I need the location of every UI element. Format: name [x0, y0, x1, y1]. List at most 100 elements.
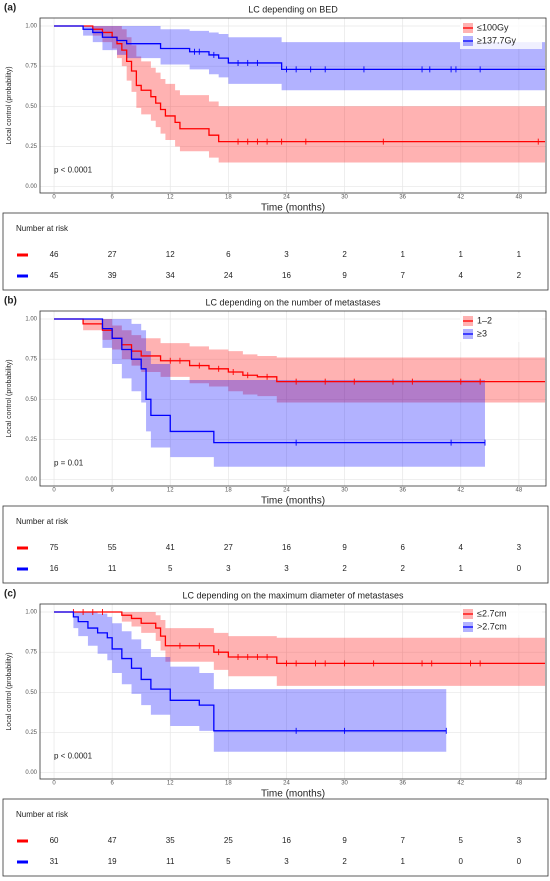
risk-table-border [2, 798, 549, 877]
risk-count: 3 [284, 250, 289, 259]
risk-count: 2 [517, 271, 522, 280]
risk-count: 1 [459, 250, 464, 259]
risk-count: 5 [459, 836, 464, 845]
x-tick-label: 12 [167, 781, 174, 787]
risk-count: 31 [50, 857, 59, 866]
x-tick-label: 0 [52, 195, 56, 201]
legend-label: 1–2 [477, 315, 492, 325]
x-tick-label: 6 [110, 195, 114, 201]
y-tick-label: 0.00 [25, 477, 37, 483]
risk-count: 75 [50, 543, 59, 552]
risk-row-swatch [17, 839, 28, 843]
x-tick-label: 24 [283, 781, 290, 787]
y-axis-title: Local control (probability) [6, 359, 13, 437]
risk-count: 5 [168, 564, 173, 573]
annotation: p < 0.0001 [54, 166, 93, 175]
risk-count: 60 [50, 836, 59, 845]
legend-label: ≥3 [477, 328, 487, 338]
risk-count: 45 [50, 271, 59, 280]
x-tick-label: 18 [225, 195, 232, 201]
risk-count: 3 [284, 857, 289, 866]
x-tick-label: 30 [341, 488, 348, 494]
y-tick-label: 0.75 [25, 650, 37, 656]
y-axis-title: Local control (probability) [6, 66, 13, 144]
plot-border [39, 603, 547, 780]
x-tick-label: 30 [341, 781, 348, 787]
risk-count: 1 [400, 250, 405, 259]
x-tick-label: 36 [399, 781, 406, 787]
risk-count: 16 [282, 836, 291, 845]
risk-count: 0 [517, 857, 522, 866]
risk-table-title: Number at risk [16, 224, 69, 233]
risk-count: 1 [400, 857, 405, 866]
risk-count: 3 [517, 543, 522, 552]
risk-row-swatch [17, 546, 28, 550]
risk-count: 16 [282, 271, 291, 280]
x-tick-label: 42 [457, 488, 464, 494]
y-tick-label: 0.25 [25, 144, 37, 150]
risk-row-swatch [17, 860, 28, 864]
x-tick-label: 0 [52, 781, 56, 787]
risk-count: 7 [400, 836, 405, 845]
x-tick-label: 24 [283, 195, 290, 201]
x-tick-label: 48 [516, 781, 523, 787]
x-axis-title: Time (months) [261, 203, 325, 214]
chart-title: LC depending on BED [248, 4, 338, 14]
legend-label: >2.7cm [477, 621, 507, 631]
y-tick-label: 0.50 [25, 397, 37, 403]
risk-count: 11 [166, 857, 175, 866]
legend-box [460, 606, 542, 635]
plot-border [39, 310, 547, 487]
x-tick-label: 12 [167, 195, 174, 201]
panel-label: (a) [4, 3, 16, 14]
legend-label: ≤100Gy [477, 22, 509, 32]
risk-count: 35 [166, 836, 175, 845]
legend-box [460, 20, 542, 49]
risk-count: 16 [50, 564, 59, 573]
confidence-band [54, 26, 546, 91]
chart-title: LC depending on the maximum diameter of … [182, 590, 404, 600]
panel-label: (c) [4, 589, 16, 600]
confidence-band [54, 319, 485, 467]
risk-count: 47 [108, 836, 117, 845]
risk-count: 3 [284, 564, 289, 573]
x-tick-label: 18 [225, 488, 232, 494]
x-axis-title: Time (months) [261, 496, 325, 507]
x-tick-label: 48 [516, 488, 523, 494]
survival-line [54, 611, 447, 732]
y-tick-label: 1.00 [25, 317, 37, 323]
y-tick-label: 0.50 [25, 690, 37, 696]
risk-count: 2 [342, 857, 347, 866]
x-axis-title: Time (months) [261, 789, 325, 800]
risk-count: 9 [342, 271, 347, 280]
x-tick-label: 30 [341, 195, 348, 201]
y-tick-label: 0.75 [25, 357, 37, 363]
y-tick-label: 0.00 [25, 184, 37, 190]
y-tick-label: 0.25 [25, 730, 37, 736]
risk-count: 3 [517, 836, 522, 845]
risk-count: 2 [342, 250, 347, 259]
risk-count: 7 [400, 271, 405, 280]
risk-count: 1 [459, 564, 464, 573]
risk-count: 6 [400, 543, 405, 552]
annotation: p < 0.0001 [54, 752, 93, 761]
survival-line [54, 318, 546, 383]
x-tick-label: 48 [516, 195, 523, 201]
risk-row-swatch [17, 274, 28, 278]
risk-count: 11 [108, 564, 117, 573]
risk-count: 34 [166, 271, 175, 280]
risk-count: 24 [224, 271, 233, 280]
plot-border [39, 17, 547, 194]
risk-count: 4 [459, 271, 464, 280]
x-tick-label: 36 [399, 488, 406, 494]
y-tick-label: 1.00 [25, 610, 37, 616]
risk-count: 5 [226, 857, 231, 866]
risk-count: 0 [517, 564, 522, 573]
risk-count: 25 [224, 836, 233, 845]
x-tick-label: 12 [167, 488, 174, 494]
y-tick-label: 0.50 [25, 104, 37, 110]
annotation: p = 0.01 [54, 459, 84, 468]
risk-count: 16 [282, 543, 291, 552]
risk-count: 1 [517, 250, 522, 259]
